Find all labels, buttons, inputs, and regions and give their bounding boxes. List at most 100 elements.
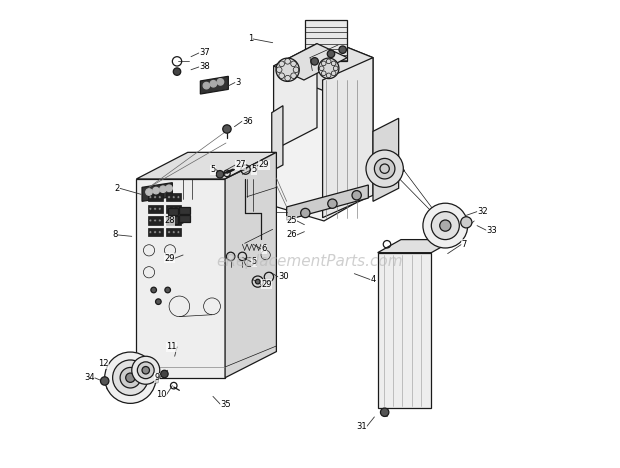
Circle shape	[153, 187, 159, 194]
Text: 5: 5	[252, 165, 257, 174]
Text: 32: 32	[477, 207, 488, 216]
Circle shape	[158, 196, 161, 198]
Bar	[148, 228, 162, 236]
Polygon shape	[272, 106, 283, 171]
Text: 29: 29	[259, 161, 269, 169]
Circle shape	[319, 58, 339, 79]
Circle shape	[177, 219, 180, 222]
Bar	[166, 228, 181, 236]
Circle shape	[113, 360, 148, 395]
Text: 31: 31	[356, 422, 367, 431]
Circle shape	[132, 356, 160, 384]
Circle shape	[339, 46, 347, 53]
Circle shape	[381, 408, 389, 417]
Polygon shape	[273, 38, 373, 90]
Bar	[166, 216, 181, 225]
Polygon shape	[136, 179, 225, 378]
Circle shape	[172, 231, 175, 234]
Text: 5: 5	[252, 257, 257, 266]
Circle shape	[173, 68, 181, 75]
Circle shape	[149, 196, 152, 198]
Bar	[166, 205, 181, 213]
Circle shape	[461, 217, 472, 228]
Circle shape	[203, 82, 210, 89]
Polygon shape	[378, 253, 432, 408]
Circle shape	[432, 212, 459, 240]
Polygon shape	[305, 20, 347, 61]
Text: 34: 34	[84, 373, 94, 382]
Circle shape	[158, 231, 161, 234]
Text: 9: 9	[154, 373, 160, 382]
Polygon shape	[322, 58, 373, 218]
Circle shape	[158, 219, 161, 222]
Text: 11: 11	[167, 343, 177, 351]
Bar	[148, 216, 162, 225]
Text: 35: 35	[221, 400, 231, 409]
Polygon shape	[273, 44, 317, 150]
Bar	[167, 216, 178, 224]
Circle shape	[161, 370, 168, 378]
Circle shape	[100, 377, 109, 385]
Text: 25: 25	[286, 216, 297, 226]
Circle shape	[327, 50, 335, 58]
Circle shape	[352, 190, 361, 200]
Circle shape	[167, 196, 170, 198]
Text: 2: 2	[114, 184, 120, 193]
Circle shape	[366, 150, 404, 187]
Circle shape	[177, 196, 180, 198]
Circle shape	[167, 207, 170, 210]
Polygon shape	[286, 185, 368, 220]
Text: 26: 26	[286, 230, 297, 240]
Circle shape	[149, 207, 152, 210]
Text: 10: 10	[156, 390, 166, 400]
Circle shape	[149, 219, 152, 222]
Circle shape	[177, 231, 180, 234]
Text: 36: 36	[242, 117, 253, 125]
Circle shape	[177, 207, 180, 210]
Circle shape	[105, 352, 156, 403]
Text: 33: 33	[486, 226, 497, 235]
Circle shape	[217, 79, 224, 85]
Text: 4: 4	[371, 275, 376, 284]
Circle shape	[172, 196, 175, 198]
Circle shape	[172, 219, 175, 222]
Circle shape	[120, 367, 141, 388]
Polygon shape	[225, 153, 277, 378]
Circle shape	[255, 279, 260, 284]
Circle shape	[126, 373, 135, 382]
Polygon shape	[136, 153, 277, 179]
Bar	[166, 193, 181, 201]
Polygon shape	[378, 240, 454, 253]
Polygon shape	[200, 76, 228, 94]
Text: 29: 29	[164, 254, 175, 263]
Circle shape	[210, 80, 216, 87]
Circle shape	[311, 58, 319, 65]
Circle shape	[149, 231, 152, 234]
Text: 6: 6	[261, 244, 267, 254]
Polygon shape	[107, 366, 158, 389]
Circle shape	[216, 170, 224, 178]
Bar	[167, 208, 178, 215]
Polygon shape	[142, 183, 172, 201]
Circle shape	[146, 189, 153, 195]
Text: 29: 29	[261, 280, 272, 289]
Polygon shape	[273, 38, 373, 221]
Circle shape	[156, 299, 161, 305]
Circle shape	[423, 203, 467, 248]
Text: 3: 3	[236, 78, 241, 87]
Text: 12: 12	[98, 359, 108, 368]
Text: 5: 5	[211, 165, 216, 174]
Bar	[148, 205, 162, 213]
Polygon shape	[373, 118, 399, 201]
Circle shape	[223, 125, 231, 133]
Circle shape	[154, 207, 156, 210]
Bar	[179, 207, 190, 214]
Circle shape	[440, 220, 451, 231]
Bar	[148, 193, 162, 201]
Text: 8: 8	[112, 230, 118, 240]
Circle shape	[167, 231, 170, 234]
Circle shape	[138, 362, 154, 379]
Polygon shape	[273, 44, 347, 80]
Circle shape	[172, 207, 175, 210]
Circle shape	[154, 231, 156, 234]
